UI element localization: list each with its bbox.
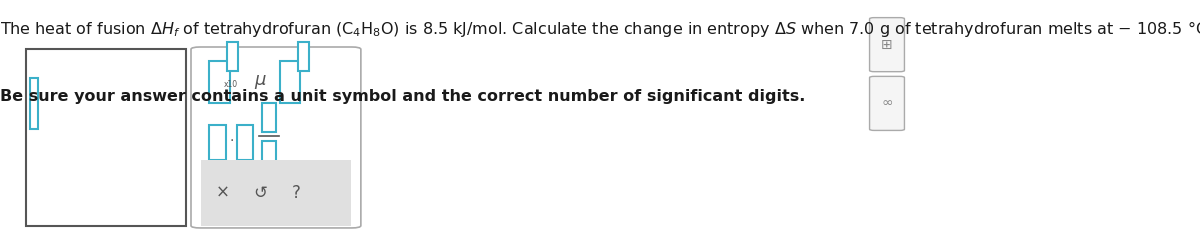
FancyBboxPatch shape [30,78,37,129]
FancyBboxPatch shape [191,47,361,228]
Text: ⊞: ⊞ [881,38,893,52]
FancyBboxPatch shape [236,125,253,160]
FancyBboxPatch shape [262,103,276,132]
FancyBboxPatch shape [298,42,308,70]
FancyBboxPatch shape [25,49,186,226]
Text: ×: × [216,184,230,202]
FancyBboxPatch shape [202,160,350,226]
Text: Be sure your answer contains a unit symbol and the correct number of significant: Be sure your answer contains a unit symb… [0,89,805,104]
Text: ·: · [229,134,234,148]
FancyBboxPatch shape [227,42,238,70]
Text: $\mu$: $\mu$ [254,73,268,91]
FancyBboxPatch shape [262,141,276,169]
FancyBboxPatch shape [209,125,226,160]
FancyBboxPatch shape [870,76,905,130]
Text: ∞: ∞ [881,96,893,110]
Text: ↺: ↺ [253,184,266,202]
Text: The heat of fusion $\Delta H_f$ of tetrahydrofuran $\left(\mathregular{C_4H_8O}\: The heat of fusion $\Delta H_f$ of tetra… [0,19,1200,39]
FancyBboxPatch shape [870,18,905,72]
Text: ?: ? [292,184,301,202]
FancyBboxPatch shape [209,61,229,103]
Text: x10: x10 [224,80,238,89]
FancyBboxPatch shape [280,61,300,103]
